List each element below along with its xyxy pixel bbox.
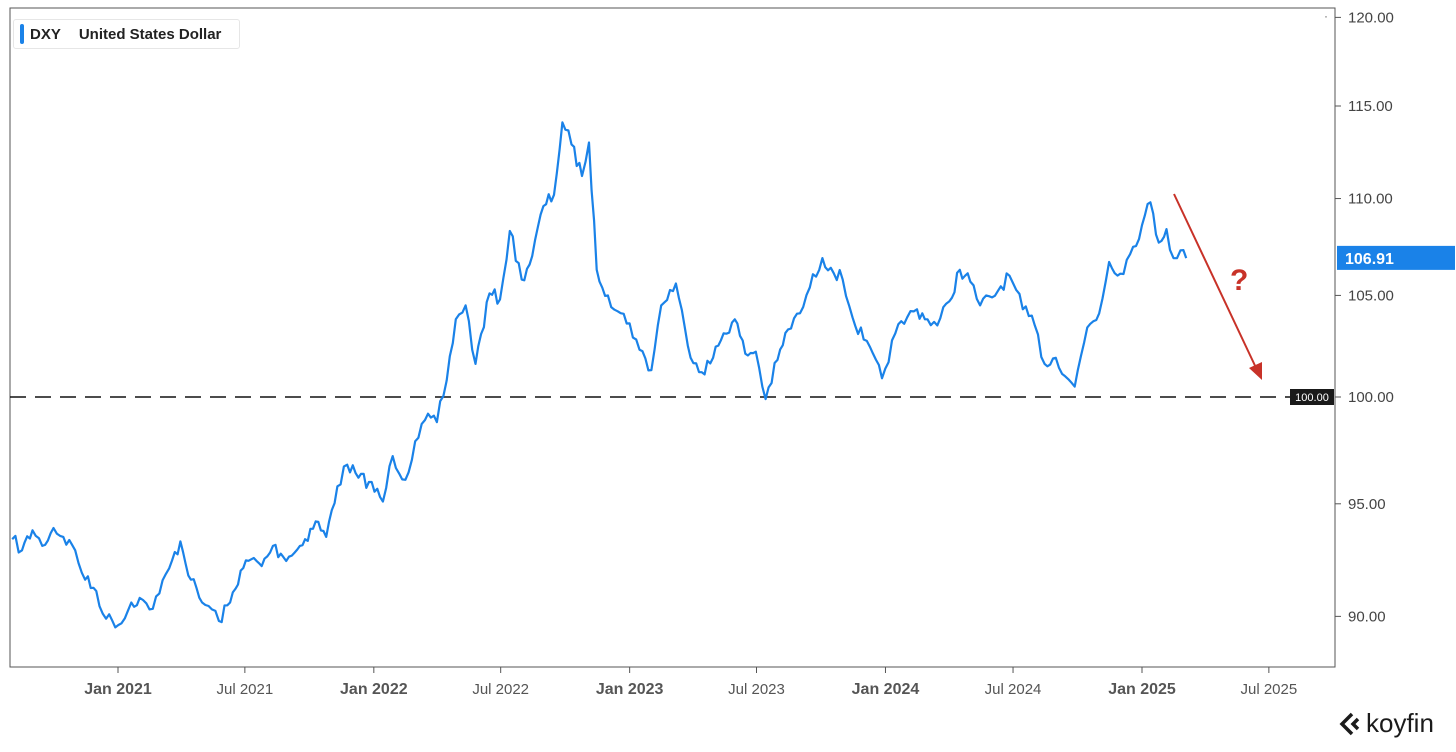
question-mark: ?	[1230, 264, 1248, 297]
corner-dot: ·	[1324, 9, 1328, 23]
x-tick-label: Jan 2021	[84, 681, 152, 698]
legend-ticker: DXY	[30, 25, 61, 43]
legend-series-name: United States Dollar	[78, 25, 222, 43]
y-axis: 90.00 95.00 105.00 110.00 115.00 120.00	[1335, 9, 1394, 625]
y-tick-label: 95.00	[1348, 496, 1386, 513]
y-tick-label: 110.00	[1348, 191, 1393, 208]
legend-swatch	[20, 24, 24, 44]
koyfin-chevron-icon	[1339, 712, 1360, 735]
x-tick-label: Jan 2025	[1108, 681, 1176, 698]
x-tick-label: Jul 2025	[1241, 681, 1298, 698]
y-tick-label: 115.00	[1348, 98, 1393, 115]
x-tick-label: Jan 2022	[340, 681, 408, 698]
dxy-series-line	[11, 121, 1188, 629]
reference-label-box	[1290, 389, 1334, 405]
x-axis: Jan 2021 Jul 2021 Jan 2022 Jul 2022 Jan 2023…	[84, 667, 1297, 698]
trend-arrow-shaft	[1173, 193, 1259, 373]
x-tick-label: Jul 2021	[217, 681, 274, 698]
series-layer	[11, 121, 1188, 629]
y-tick-label-100: 100.00	[1348, 389, 1394, 406]
trend-arrow-head	[1249, 362, 1262, 380]
last-value-marker: 106.91	[1337, 245, 1455, 270]
x-tick-label: Jan 2023	[596, 681, 664, 698]
y-tick-label: 90.00	[1348, 608, 1386, 625]
reference-line: 100.00 100.00	[10, 389, 1394, 406]
x-tick-label: Jan 2024	[852, 681, 920, 698]
x-tick-label: Jul 2023	[728, 681, 785, 698]
y-tick-label: 120.00	[1348, 9, 1394, 26]
trend-arrow	[1173, 193, 1262, 380]
reference-label: 100.00	[1295, 392, 1329, 404]
y-tick-label: 105.00	[1348, 287, 1394, 304]
koyfin-logo: koyfin	[1338, 708, 1434, 739]
plot-frame	[9, 7, 1336, 668]
last-value-label: 106.91	[1345, 251, 1394, 268]
legend[interactable]: DXY United States Dollar	[13, 19, 241, 49]
logo-text: koyfin	[1366, 708, 1434, 738]
x-tick-label: Jul 2024	[985, 681, 1042, 698]
x-tick-label: Jul 2022	[472, 681, 529, 698]
last-value-box	[1337, 245, 1455, 270]
